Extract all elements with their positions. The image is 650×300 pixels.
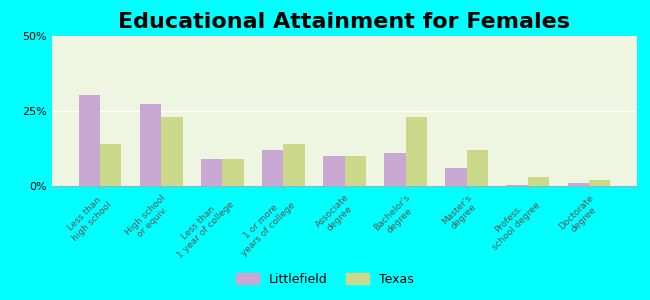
Bar: [589, 180, 610, 186]
Bar: [161, 117, 183, 186]
Bar: [79, 94, 100, 186]
Bar: [140, 103, 161, 186]
Bar: [323, 156, 345, 186]
Bar: [201, 159, 222, 186]
Bar: [283, 144, 305, 186]
Bar: [100, 144, 122, 186]
Bar: [344, 156, 366, 186]
Bar: [406, 117, 427, 186]
Bar: [262, 150, 283, 186]
Bar: [567, 183, 589, 186]
Bar: [528, 177, 549, 186]
Title: Educational Attainment for Females: Educational Attainment for Females: [118, 12, 571, 32]
Legend: Littlefield, Texas: Littlefield, Texas: [231, 268, 419, 291]
Bar: [384, 153, 406, 186]
Bar: [467, 150, 488, 186]
Bar: [445, 168, 467, 186]
Bar: [222, 159, 244, 186]
Bar: [506, 185, 528, 186]
